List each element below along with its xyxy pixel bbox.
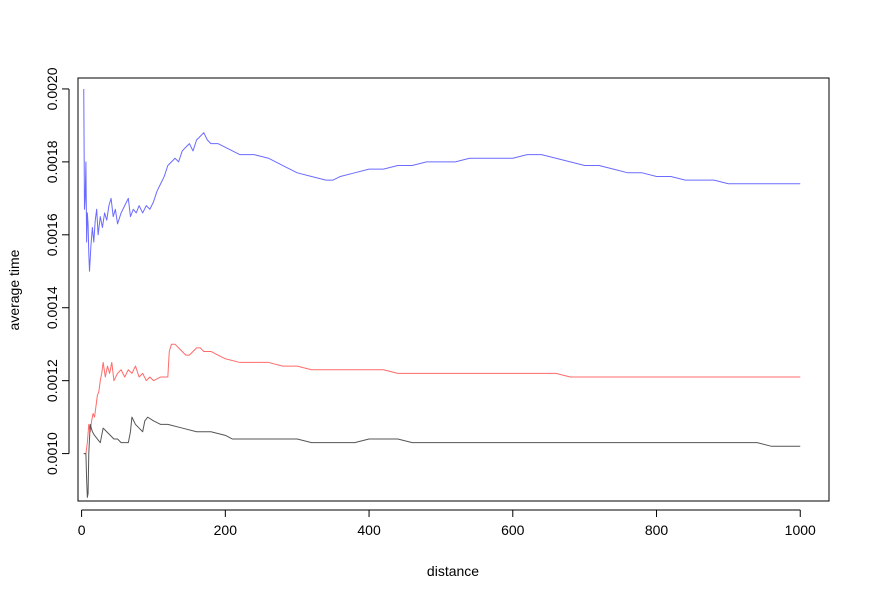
y-tick-label: 0.0012 xyxy=(44,359,60,402)
x-axis-title: distance xyxy=(427,563,479,579)
series-line-2 xyxy=(83,416,801,498)
plot-frame xyxy=(77,77,830,502)
y-tick-label: 0.0016 xyxy=(44,213,60,256)
x-tick-label: 0 xyxy=(78,522,86,538)
y-tick-label: 0.0020 xyxy=(44,67,60,110)
series-line-0 xyxy=(83,88,801,272)
x-tick-label: 800 xyxy=(645,522,669,538)
x-tick-label: 600 xyxy=(501,522,525,538)
x-tick-label: 1000 xyxy=(785,522,816,538)
series-layer xyxy=(83,88,801,498)
y-tick-label: 0.0010 xyxy=(44,432,60,475)
y-axis-title: average time xyxy=(6,249,22,330)
series-line-1 xyxy=(83,343,801,455)
x-tick-label: 400 xyxy=(357,522,381,538)
y-tick-label: 0.0018 xyxy=(44,140,60,183)
y-axis: 0.0010 0.0012 0.0014 0.0016 0.0018 0.0020 xyxy=(44,67,70,475)
x-axis: 0 200 400 600 800 1000 xyxy=(78,509,816,538)
y-tick-label: 0.0014 xyxy=(44,286,60,329)
x-tick-label: 200 xyxy=(214,522,238,538)
